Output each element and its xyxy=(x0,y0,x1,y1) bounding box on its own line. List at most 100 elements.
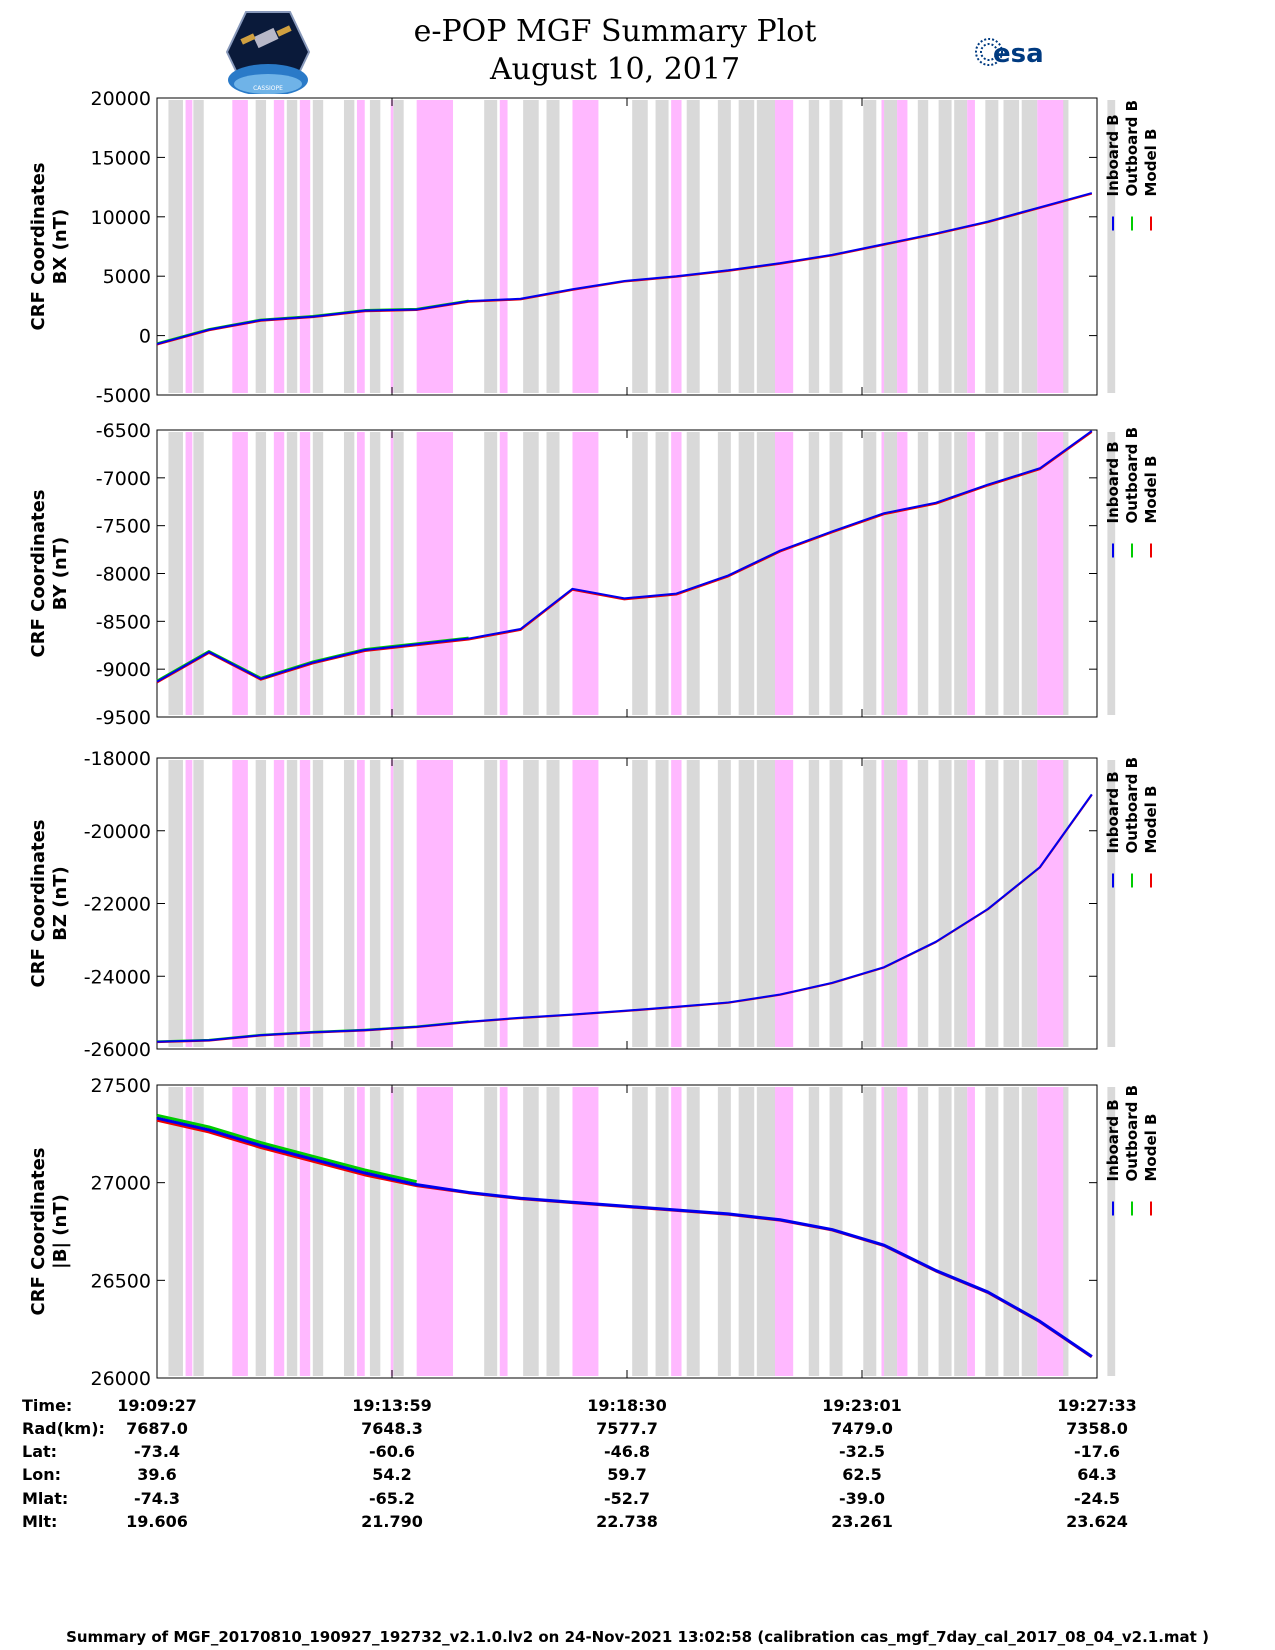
series-line-inboard-b xyxy=(156,430,1093,683)
pink-band xyxy=(775,1087,794,1376)
info-cell: 7577.7 xyxy=(596,1419,658,1438)
gray-band xyxy=(632,100,648,393)
info-cell: -39.0 xyxy=(838,1489,886,1508)
y-axis-label: BX (nT) xyxy=(50,209,71,284)
gray-band xyxy=(884,432,898,715)
y-tick-label: -8500 xyxy=(96,611,151,633)
gray-band xyxy=(632,432,648,715)
gray-band xyxy=(484,1087,498,1376)
info-cell: 7648.3 xyxy=(361,1419,423,1438)
info-cell: 19:18:30 xyxy=(587,1396,667,1415)
gray-band xyxy=(168,760,183,1047)
gray-band xyxy=(829,760,843,1047)
y-tick-label: -9500 xyxy=(96,707,151,729)
gray-band xyxy=(808,100,820,393)
info-row-label: Time: xyxy=(22,1396,73,1415)
pink-band xyxy=(897,1087,908,1376)
y-tick-label: 27000 xyxy=(91,1173,151,1195)
pink-band xyxy=(572,1087,599,1376)
legend-label: Inboard B xyxy=(1104,441,1122,523)
cassiope-logo-text: CASSIOPE xyxy=(253,85,283,92)
gray-band xyxy=(717,1087,731,1376)
pink-band xyxy=(299,1087,311,1376)
gray-band xyxy=(523,760,539,1047)
gray-band xyxy=(938,760,952,1047)
plot-title: e-POP MGF Summary Plot xyxy=(413,14,817,49)
info-row-label: Lat: xyxy=(22,1442,58,1461)
gray-band xyxy=(484,100,498,393)
gray-band xyxy=(369,1087,381,1376)
plot-date: August 10, 2017 xyxy=(489,52,741,87)
legend-label: Outboard B xyxy=(1123,427,1141,524)
gray-band xyxy=(686,432,700,715)
satellite-icon xyxy=(253,27,279,49)
info-row-label: Mlt: xyxy=(22,1512,58,1531)
gray-band xyxy=(738,100,755,393)
pink-band xyxy=(775,432,794,715)
esa-logo-text: esa xyxy=(993,39,1044,69)
gray-band xyxy=(343,100,355,393)
y-tick-label: -7500 xyxy=(96,516,151,538)
gray-band xyxy=(255,432,267,715)
y-axis-label: BY (nT) xyxy=(50,537,71,611)
gray-band xyxy=(369,100,381,393)
y-tick-label: -22000 xyxy=(84,894,151,916)
pink-band xyxy=(356,1087,365,1376)
gray-band xyxy=(917,432,929,715)
pink-band xyxy=(1037,760,1064,1047)
info-cell: -74.3 xyxy=(133,1489,181,1508)
gray-band xyxy=(523,100,539,393)
pink-band xyxy=(356,432,365,715)
pink-band xyxy=(390,760,394,1047)
gray-band xyxy=(686,100,700,393)
cassiope-logo: CASSIOPE xyxy=(225,11,311,94)
pink-band xyxy=(881,432,885,715)
gray-band xyxy=(655,100,669,393)
legend-label: Inboard B xyxy=(1104,1099,1122,1181)
pink-band xyxy=(897,100,908,393)
gray-band xyxy=(193,100,204,393)
gray-band xyxy=(985,760,999,1047)
gray-band xyxy=(1003,1087,1020,1376)
gray-band xyxy=(369,760,381,1047)
y-tick-label: -7000 xyxy=(96,468,151,490)
gray-band xyxy=(655,432,669,715)
info-cell: 19.606 xyxy=(126,1512,188,1531)
gray-band xyxy=(286,1087,298,1376)
y-tick-label: -5000 xyxy=(96,385,151,407)
gray-band xyxy=(717,760,731,1047)
gray-band xyxy=(523,1087,539,1376)
y-axis-label: |B| (nT) xyxy=(50,1194,71,1269)
legend-label: Model B xyxy=(1142,1114,1160,1182)
pink-band xyxy=(775,100,794,393)
gray-band xyxy=(193,1087,204,1376)
pink-band xyxy=(390,1087,394,1376)
gray-band xyxy=(756,432,776,715)
gray-band xyxy=(829,100,843,393)
gray-band xyxy=(1003,760,1020,1047)
gray-band xyxy=(1021,432,1038,715)
y-tick-label: 0 xyxy=(139,326,151,348)
gray-band xyxy=(546,100,560,393)
pink-band xyxy=(499,100,508,393)
info-cell: 64.3 xyxy=(1077,1465,1117,1484)
info-cell: 39.6 xyxy=(137,1465,177,1484)
axis-labels: -5000 0 5000 10000 15000 20000 CRF Coordinates… xyxy=(28,88,151,1390)
gray-band xyxy=(343,1087,355,1376)
gray-band xyxy=(808,432,820,715)
gray-band xyxy=(393,760,404,1047)
footer-caption: Summary of MGF_20170810_190927_192732_v2… xyxy=(66,1628,1209,1646)
y-tick-label: 5000 xyxy=(103,266,151,288)
gray-band xyxy=(985,1087,999,1376)
pink-band xyxy=(967,1087,975,1376)
info-cell: 54.2 xyxy=(372,1465,412,1484)
info-cell: -32.5 xyxy=(838,1442,886,1461)
gray-band xyxy=(1021,760,1038,1047)
pink-band xyxy=(232,432,248,715)
gray-band xyxy=(738,1087,755,1376)
pink-band xyxy=(1037,432,1064,715)
pink-band xyxy=(572,100,599,393)
gray-band xyxy=(484,760,498,1047)
pink-band xyxy=(499,760,508,1047)
